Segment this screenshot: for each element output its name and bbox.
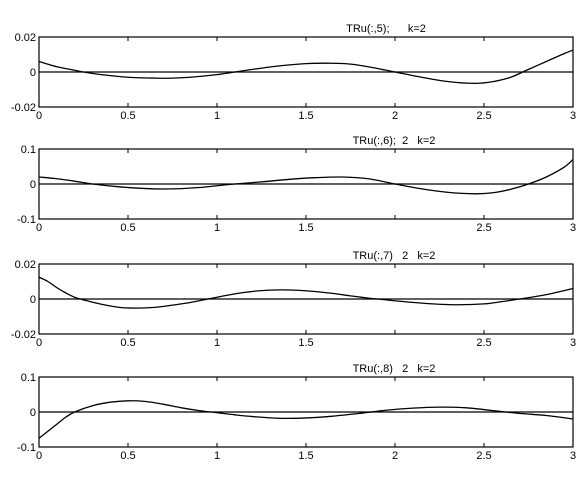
plot-1-title: TRu(:,5); k=2 (346, 23, 426, 35)
plot-3-xtick-label-6: 3 (570, 337, 576, 349)
plot-3-xtick-label-3: 1.5 (298, 337, 313, 349)
plot-2-xtick-label-0: 0 (36, 222, 42, 234)
plot-2-ytick-label-2: 0.1 (21, 144, 36, 156)
plot-4-ytick-label-1: 0 (30, 407, 36, 419)
plot-1-xtick-label-1: 0.5 (120, 110, 135, 122)
plot-3-xtick-label-0: 0 (36, 337, 42, 349)
plot-2-xtick-label-3: 1.5 (298, 222, 313, 234)
plot-1-xtick-label-6: 3 (570, 110, 576, 122)
plot-2-xtick-label-5: 2.5 (476, 222, 491, 234)
plot-1-ytick-label-2: 0.02 (15, 32, 36, 44)
plot-3-ytick-label-1: 0 (30, 294, 36, 306)
plot-4-xtick-label-5: 2.5 (476, 450, 491, 462)
plot-1-xtick-label-0: 0 (36, 110, 42, 122)
plot-2-title: TRu(:,6); 2 k=2 (353, 135, 436, 147)
plot-2-xtick-label-6: 3 (570, 222, 576, 234)
plot-4-series-line (38, 400, 574, 439)
plot-3-ytick-label-2: 0.02 (15, 259, 36, 271)
plot-1-xtick-label-3: 1.5 (298, 110, 313, 122)
plot-1-ytick-label-0: -0.02 (11, 102, 36, 114)
plot-1-ytick-label-1: 0 (30, 67, 36, 79)
plot-4-xtick-label-1: 0.5 (120, 450, 135, 462)
plot-2-xtick-label-2: 1 (214, 222, 220, 234)
plot-3-title: TRu(:,7) 2 k=2 (353, 250, 436, 262)
plot-1-xtick-label-4: 2 (392, 110, 398, 122)
plot-4-xtick-label-3: 1.5 (298, 450, 313, 462)
plot-2-ytick-label-1: 0 (30, 179, 36, 191)
plot-4-xtick-label-6: 3 (570, 450, 576, 462)
plot-4-xtick-label-4: 2 (392, 450, 398, 462)
plot-4-xtick-label-0: 0 (36, 450, 42, 462)
plot-1-series-line (38, 49, 574, 85)
plot-1-xtick-label-2: 1 (214, 110, 220, 122)
plot-4-title: TRu(:,8) 2 k=2 (353, 363, 436, 375)
plot-3-xtick-label-2: 1 (214, 337, 220, 349)
plot-1-xtick-label-5: 2.5 (476, 110, 491, 122)
plot-2-series-line (38, 159, 574, 195)
plot-4-ytick-label-2: 0.1 (21, 372, 36, 384)
plot-4-xtick-label-2: 1 (214, 450, 220, 462)
plot-3-xtick-label-5: 2.5 (476, 337, 491, 349)
plot-2-ytick-label-0: -0.1 (17, 214, 36, 226)
plot-4-ytick-label-0: -0.1 (17, 442, 36, 454)
plot-3-series-line (38, 276, 574, 309)
plot-3-ytick-label-0: -0.02 (11, 329, 36, 341)
plot-3-xtick-label-1: 0.5 (120, 337, 135, 349)
plot-2-xtick-label-1: 0.5 (120, 222, 135, 234)
